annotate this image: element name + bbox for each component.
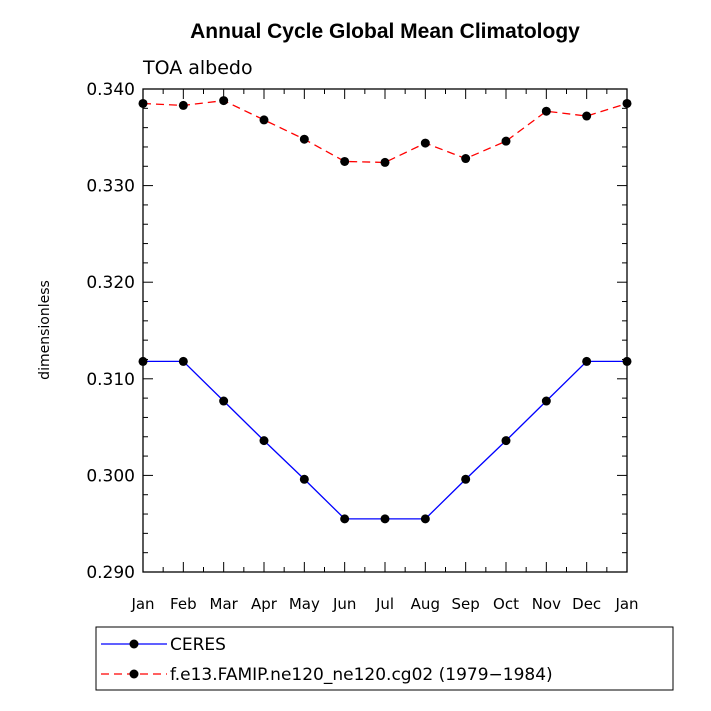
x-tick-label: Sep xyxy=(452,595,480,613)
x-tick-label: Oct xyxy=(493,595,519,613)
data-point xyxy=(501,136,511,146)
y-tick-label: 0.330 xyxy=(86,177,135,197)
x-tick-label: Jan xyxy=(130,595,154,613)
series-line-1 xyxy=(142,99,628,164)
data-point xyxy=(622,356,632,366)
data-point xyxy=(380,514,390,524)
x-tick-label: Jul xyxy=(375,595,394,613)
data-point xyxy=(259,436,269,446)
x-tick-label: Aug xyxy=(411,595,440,613)
y-tick-label: 0.290 xyxy=(86,563,135,583)
data-point xyxy=(420,514,430,524)
data-point xyxy=(178,100,188,110)
data-point xyxy=(380,157,390,167)
y-tick-label: 0.300 xyxy=(86,466,135,486)
x-tick-labels: Jan Feb Mar Apr May Jun Jul Aug Sep Oct Nov Dec Jan xyxy=(130,595,638,613)
y-tick-label: 0.340 xyxy=(86,80,135,100)
data-point xyxy=(582,356,592,366)
x-tick-label: Jun xyxy=(332,595,356,613)
data-point xyxy=(582,111,592,121)
data-point xyxy=(461,474,471,484)
legend-marker xyxy=(129,669,139,679)
legend: CERES f.e13.FAMIP.ne120_ne120.cg02 (1979−… xyxy=(101,635,553,685)
data-point xyxy=(178,356,188,366)
chart-title: Annual Cycle Global Mean Climatology xyxy=(190,20,580,43)
x-tick-label: Jan xyxy=(614,595,638,613)
x-tick-label: Mar xyxy=(210,595,239,613)
y-tick-label: 0.310 xyxy=(86,370,135,390)
chart-subtitle: TOA albedo xyxy=(142,57,253,79)
series-points xyxy=(138,96,632,524)
legend-box xyxy=(95,626,674,691)
data-point xyxy=(259,115,269,125)
x-tick-label: Nov xyxy=(532,595,561,613)
y-tick-label: 0.320 xyxy=(86,273,135,293)
x-tick-label: Feb xyxy=(170,595,197,613)
data-point xyxy=(299,134,309,144)
data-point xyxy=(299,474,309,484)
data-point xyxy=(340,156,350,166)
axis-ticks xyxy=(142,88,628,573)
data-point xyxy=(138,98,148,108)
data-point xyxy=(219,396,229,406)
data-point xyxy=(541,106,551,116)
data-point xyxy=(461,154,471,164)
series-line-0 xyxy=(143,360,627,520)
legend-marker xyxy=(129,639,139,649)
data-point xyxy=(138,356,148,366)
data-point xyxy=(420,138,430,148)
y-tick-labels: 0.290 0.300 0.310 0.320 0.330 0.340 xyxy=(86,80,135,583)
legend-label: CERES xyxy=(170,635,226,655)
legend-label: f.e13.FAMIP.ne120_ne120.cg02 (1979−1984) xyxy=(170,665,553,685)
data-point xyxy=(501,436,511,446)
x-tick-label: May xyxy=(289,595,320,613)
data-point xyxy=(622,98,632,108)
data-point xyxy=(541,396,551,406)
data-point xyxy=(340,514,350,524)
x-tick-label: Dec xyxy=(572,595,601,613)
data-point xyxy=(219,96,229,106)
x-tick-label: Apr xyxy=(251,595,278,613)
y-axis-label: dimensionless xyxy=(37,280,53,380)
